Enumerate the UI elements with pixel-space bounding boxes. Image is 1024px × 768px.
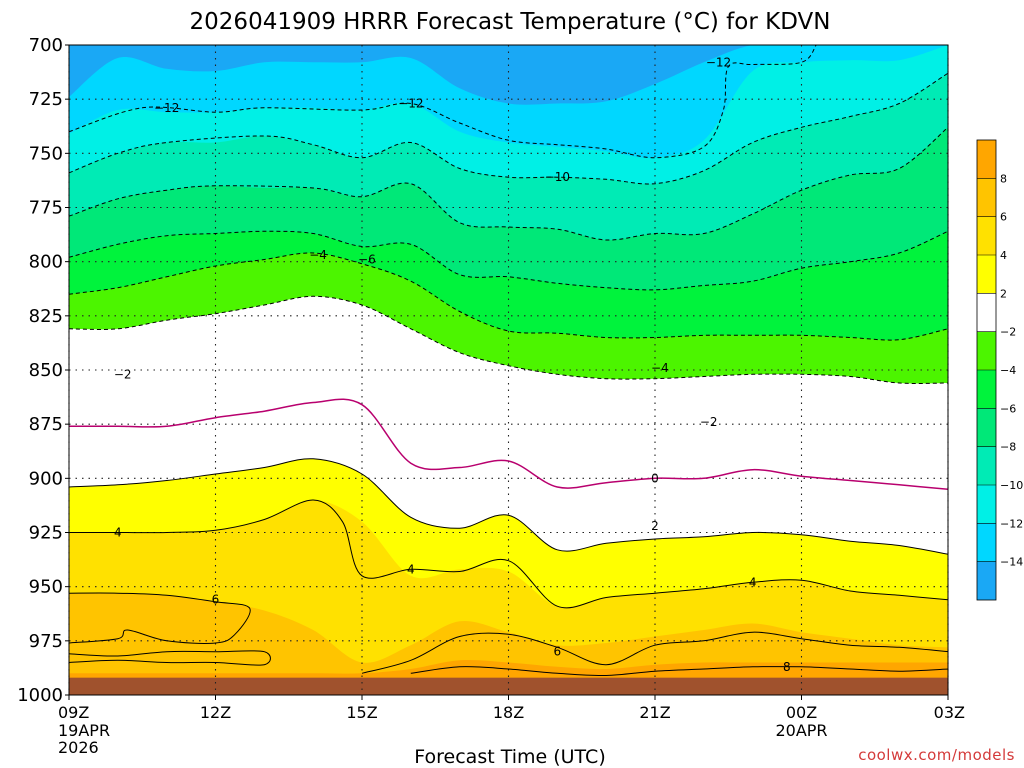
contour-label: 4 — [749, 575, 757, 589]
contour-line-minus8 — [69, 126, 948, 241]
y-tick-label: 850 — [29, 360, 63, 381]
colorbar-band — [977, 446, 996, 485]
contour-label: 0 — [651, 471, 659, 485]
y-tick-label: 900 — [29, 468, 63, 489]
contour-line-4 — [69, 499, 948, 609]
colorbar-label: 8 — [1000, 172, 1007, 185]
x-tick-sublabel: 20APR — [775, 721, 827, 740]
contour-label: 8 — [783, 660, 791, 674]
contour-label: −10 — [545, 170, 570, 184]
colorbar-label: −14 — [1000, 556, 1023, 569]
colorbar-band — [977, 331, 996, 370]
contour-line-minus6 — [69, 230, 948, 291]
x-tick-label: 21Z — [639, 703, 670, 722]
contour-label: 4 — [407, 562, 415, 576]
y-tick-label: 875 — [29, 414, 63, 435]
colorbar: −14 −12 −10 −8 −6 −4 −2 2 4 6 8 — [976, 139, 1023, 601]
y-tick-label: 925 — [29, 523, 63, 544]
colorbar-label: −2 — [1000, 326, 1016, 339]
contour-labels: −12 −12 −12 −10 −6 −4 −4 −2 −2 0 2 4 4 4 6 6 8 — [114, 55, 791, 674]
contour-label: −2 — [700, 415, 718, 429]
y-tick-label: 950 — [29, 577, 63, 598]
x-tick-sublabel: 2026 — [58, 738, 99, 757]
colorbar-band — [977, 370, 996, 409]
colorbar-label: −6 — [1000, 402, 1016, 415]
contour-line-2 — [69, 458, 948, 555]
colorbar-label: 4 — [1000, 249, 1007, 262]
y-tick-label: 700 — [29, 35, 63, 56]
contour-label: 6 — [212, 593, 220, 607]
contour-label: −4 — [309, 248, 327, 262]
contour-line-minus10 — [69, 72, 948, 185]
colorbar-label: 2 — [1000, 287, 1007, 300]
fill-band-minus14 — [69, 45, 948, 105]
contour-line-8 — [410, 666, 948, 677]
contour-label: −2 — [114, 367, 132, 381]
contour-label: −12 — [398, 97, 423, 111]
colorbar-band — [977, 178, 996, 217]
colorbar-label: −8 — [1000, 441, 1016, 454]
contour-line-minus12 — [69, 45, 817, 159]
colorbar-band — [977, 485, 996, 524]
colorbar-band — [977, 293, 996, 332]
ground-band — [69, 677, 948, 695]
y-tick-label: 750 — [29, 143, 63, 164]
credit-text: coolwx.com/models — [858, 746, 1015, 764]
chart-title: 2026041909 HRRR Forecast Temperature (°C… — [190, 9, 831, 35]
colorbar-band — [977, 216, 996, 255]
temperature-fills — [69, 45, 948, 695]
y-tick-label: 775 — [29, 198, 63, 219]
colorbar-band — [977, 561, 996, 600]
y-tick-label: 1000 — [17, 685, 63, 706]
colorbar-label: 6 — [1000, 211, 1007, 224]
x-tick-label: 03Z — [934, 703, 965, 722]
contour-line-6 — [69, 592, 251, 644]
ground-fill — [69, 677, 948, 695]
contour-label: 6 — [554, 645, 562, 659]
colorbar-label: −10 — [1000, 479, 1023, 492]
y-tick-label: 800 — [29, 252, 63, 273]
colorbar-label: −12 — [1000, 517, 1023, 530]
contour-label: 4 — [114, 526, 122, 540]
contour-line-minus4 — [69, 252, 948, 341]
x-tick-label: 12Z — [200, 703, 231, 722]
contour-label: −4 — [651, 361, 669, 375]
x-tick-label: 18Z — [493, 703, 524, 722]
y-tick-label: 975 — [29, 631, 63, 652]
x-tick-sublabel: 19APR — [58, 721, 110, 740]
contour-line-0 — [69, 398, 948, 490]
contour-label: −12 — [706, 55, 731, 69]
y-tick-label: 725 — [29, 89, 63, 110]
y-axis: 700 725 750 775 800 825 850 875 900 925 950 975 1000 — [17, 35, 69, 706]
x-tick-label: 15Z — [346, 703, 377, 722]
contour-label: 2 — [651, 519, 659, 533]
contour-label: −6 — [358, 253, 376, 267]
contour-lines — [69, 45, 948, 677]
contour-line-6 — [361, 631, 948, 674]
contour-line-8 — [69, 650, 271, 666]
colorbar-band — [977, 523, 996, 562]
x-tick-label: 09Z — [58, 703, 89, 722]
colorbar-label: −4 — [1000, 364, 1016, 377]
colorbar-band — [977, 408, 996, 447]
y-tick-label: 825 — [29, 306, 63, 327]
x-tick-label: 00Z — [786, 703, 817, 722]
contour-label: −12 — [154, 101, 179, 115]
colorbar-band — [977, 140, 996, 179]
x-axis-label: Forecast Time (UTC) — [414, 746, 605, 768]
colorbar-band — [977, 255, 996, 294]
contour-line-minus2 — [69, 295, 948, 384]
